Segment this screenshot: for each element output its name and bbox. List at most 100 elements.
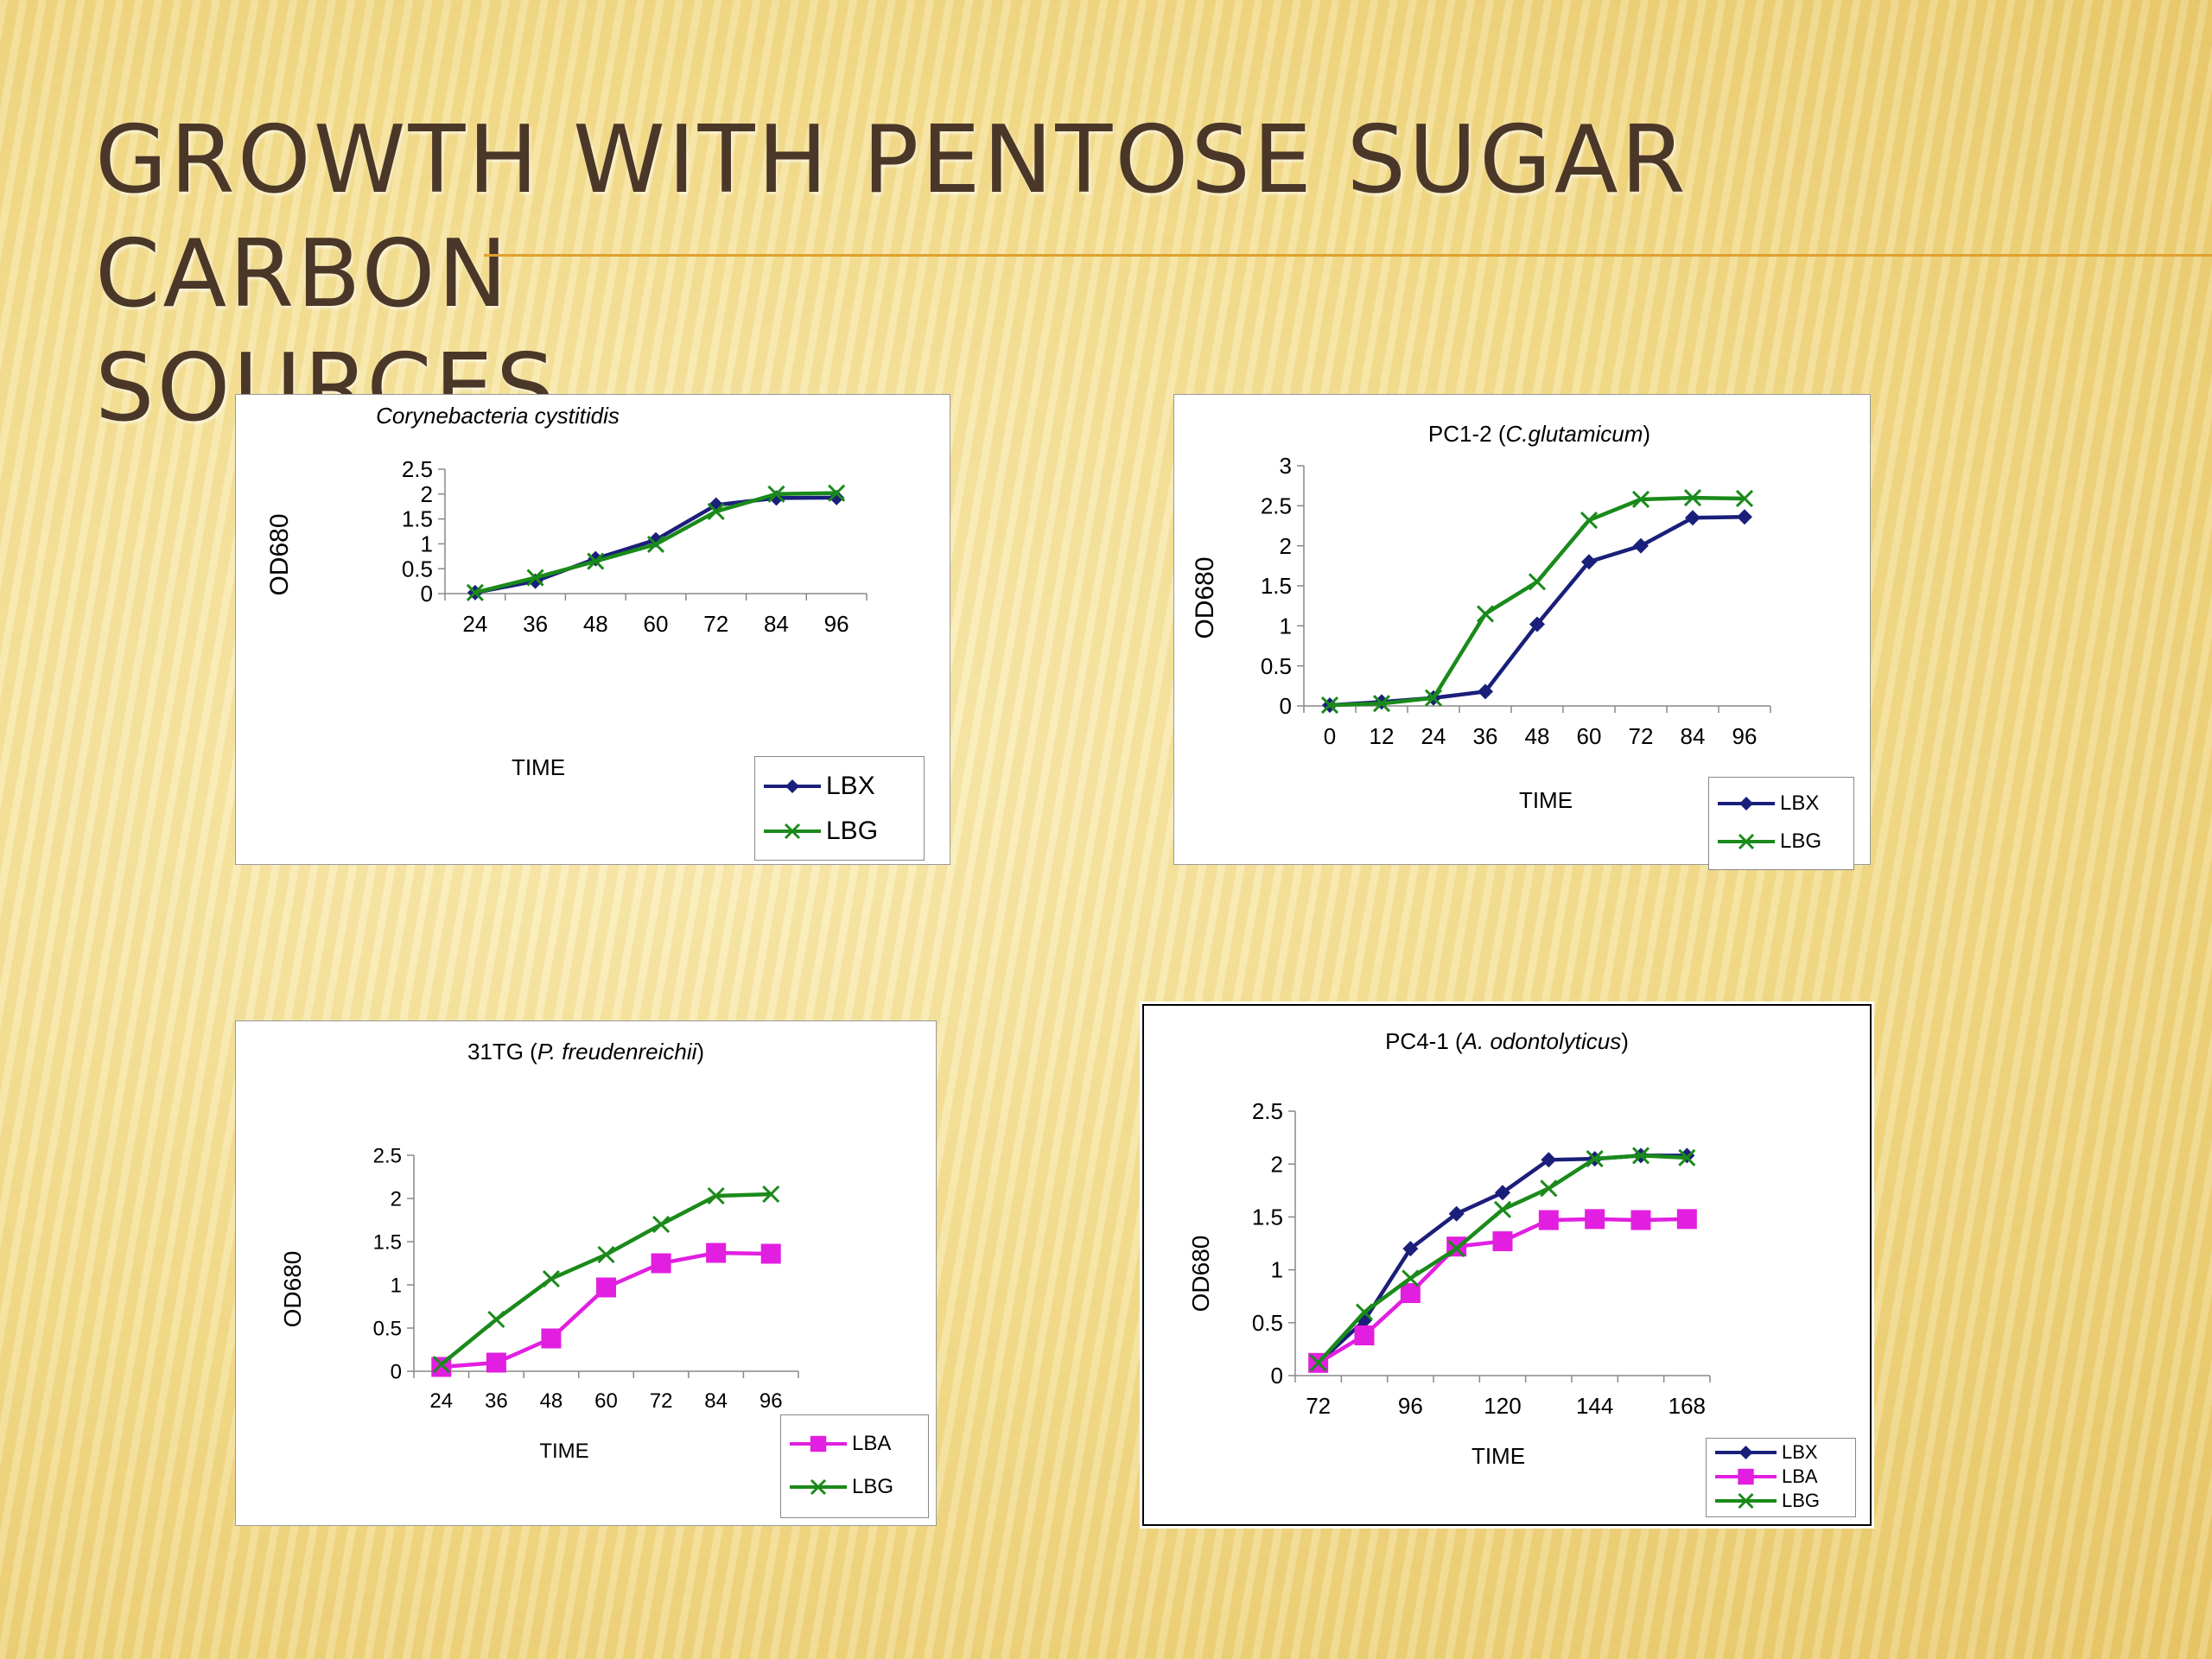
x-axis-label: TIME	[539, 1440, 588, 1463]
data-point-lbg	[1320, 696, 1339, 715]
data-point-lbg	[1476, 605, 1495, 623]
chart-plot: 00.511.522.5 24 36 48 60 72 84 96 TIME OD680	[265, 456, 868, 780]
chart-title-prefix: PC4-1 (	[1385, 1028, 1463, 1054]
data-point-lbg	[646, 535, 665, 554]
chart-title-suffix: )	[1643, 421, 1651, 447]
data-point-lbx	[1737, 509, 1752, 525]
chart-plot: 0 0.5 1 1.5 2 2.5 3 0 12 24 36 48 60 72 84 96 TIME OD680	[1191, 453, 1771, 813]
y-tick-label: 1	[421, 531, 433, 557]
legend-marker	[1738, 1492, 1754, 1510]
data-point-lbg	[542, 1269, 560, 1288]
chart-title: 31TG (P. freudenreichii)	[236, 1039, 936, 1065]
data-point-lbg	[707, 502, 725, 521]
data-point-lbg	[767, 485, 785, 503]
x-tick-label: 48	[1525, 723, 1550, 749]
x-tick-label: 144	[1576, 1393, 1613, 1419]
legend-marker	[1738, 833, 1755, 850]
chart-title-italic: P. freudenreichii	[537, 1039, 697, 1065]
x-tick-label: 96	[1398, 1393, 1423, 1419]
legend-swatch	[1715, 1446, 1777, 1459]
data-point-lbg	[466, 583, 484, 601]
x-tick-label: 24	[429, 1389, 453, 1413]
x-tick-label: 48	[583, 611, 608, 637]
x-tick-label: 72	[1629, 723, 1654, 749]
y-tick-label: 1.5	[373, 1230, 402, 1254]
legend-swatch	[1715, 1492, 1777, 1510]
y-tick-label: 2	[1271, 1151, 1283, 1177]
y-tick-label: 0.5	[402, 556, 433, 582]
chart-title-prefix: PC1-2 (	[1427, 421, 1506, 447]
y-tick-label: 3	[1280, 453, 1292, 479]
data-point-lbg	[1402, 1269, 1420, 1287]
x-tick-label: 168	[1669, 1393, 1706, 1419]
x-tick-label: 96	[760, 1389, 783, 1413]
legend-swatch	[764, 779, 821, 793]
chart-plot: 0 0.5 1 1.5 2 2.5 72 96 120 144 168 TIME OD680	[1187, 1098, 1711, 1469]
legend-label: LBG	[1780, 830, 1822, 853]
data-point-lba	[1630, 1210, 1651, 1230]
data-point-lbx	[1541, 1152, 1557, 1168]
x-tick-label: 60	[644, 611, 669, 637]
y-axis-label: OD680	[279, 1251, 306, 1328]
data-point-lba	[1538, 1210, 1559, 1230]
chart-title-prefix: 31TG (	[467, 1039, 537, 1065]
x-tick-label: 12	[1370, 723, 1395, 749]
y-tick-label: 2	[391, 1187, 402, 1211]
data-point-lbg	[1586, 1150, 1604, 1168]
data-point-lba	[651, 1253, 671, 1274]
chart-title-suffix: )	[1621, 1028, 1629, 1054]
chart-title-italic: C.glutamicum	[1505, 421, 1643, 447]
y-tick-label: 0	[421, 581, 433, 607]
slide-title-line-1: GROWTH WITH PENTOSE SUGAR CARBON	[95, 106, 1688, 328]
legend-swatch	[764, 823, 821, 840]
data-point-lbg	[487, 1310, 505, 1329]
data-point-lba	[1354, 1325, 1375, 1345]
legend-marker	[810, 1435, 827, 1452]
chart-title-italic: A. odontolyticus	[1462, 1028, 1622, 1054]
x-tick-label: 84	[1681, 723, 1706, 749]
data-point-lbx	[1685, 510, 1700, 526]
chart-title-italic: Corynebacteria cystitidis	[376, 403, 620, 429]
data-point-lbg	[1528, 573, 1547, 591]
y-tick-label: 1.5	[1261, 573, 1292, 599]
legend-label: LBG	[826, 817, 879, 845]
x-tick-label: 72	[650, 1389, 673, 1413]
legend-label: LBX	[1782, 1441, 1818, 1463]
legend-marker	[784, 823, 801, 840]
legend-marker	[785, 779, 799, 793]
data-point-lbg	[1355, 1303, 1374, 1321]
data-point-lbg	[587, 552, 605, 570]
legend-label: LBG	[1782, 1490, 1821, 1511]
title-divider	[484, 254, 2212, 257]
x-tick-label: 96	[1732, 723, 1758, 749]
data-point-lbx	[1581, 554, 1597, 570]
data-point-lbx	[1529, 616, 1545, 632]
data-point-lbx	[1633, 537, 1649, 554]
data-point-lba	[1400, 1283, 1421, 1304]
y-tick-label: 1	[1280, 613, 1292, 639]
y-tick-label: 0.5	[1261, 653, 1292, 679]
legend-item-lba: LBA	[781, 1422, 928, 1465]
data-point-lba	[1585, 1209, 1605, 1230]
chart-title: PC1-2 (C.glutamicum)	[1209, 421, 1870, 448]
x-tick-label: 24	[462, 611, 487, 637]
legend-item-lbg: LBG	[755, 809, 924, 854]
y-tick-label: 1	[1271, 1257, 1283, 1283]
data-point-lbg	[828, 484, 846, 502]
y-tick-label: 2	[421, 481, 433, 507]
data-point-lba	[486, 1352, 506, 1373]
data-point-lbg	[1493, 1200, 1512, 1218]
x-tick-label: 0	[1324, 723, 1336, 749]
x-tick-label: 36	[485, 1389, 508, 1413]
data-point-lbg	[1447, 1240, 1465, 1258]
data-point-lbg	[1372, 695, 1391, 713]
data-point-lbg	[1540, 1179, 1558, 1198]
y-tick-label: 2	[1280, 533, 1292, 559]
data-point-lbg	[1424, 689, 1443, 707]
y-tick-label: 1	[391, 1274, 402, 1297]
y-tick-label: 0.5	[373, 1317, 402, 1340]
legend-swatch	[1718, 797, 1775, 810]
data-point-lbg	[707, 1186, 725, 1205]
y-tick-label: 0	[391, 1360, 402, 1383]
data-point-lbx	[1448, 1205, 1465, 1222]
